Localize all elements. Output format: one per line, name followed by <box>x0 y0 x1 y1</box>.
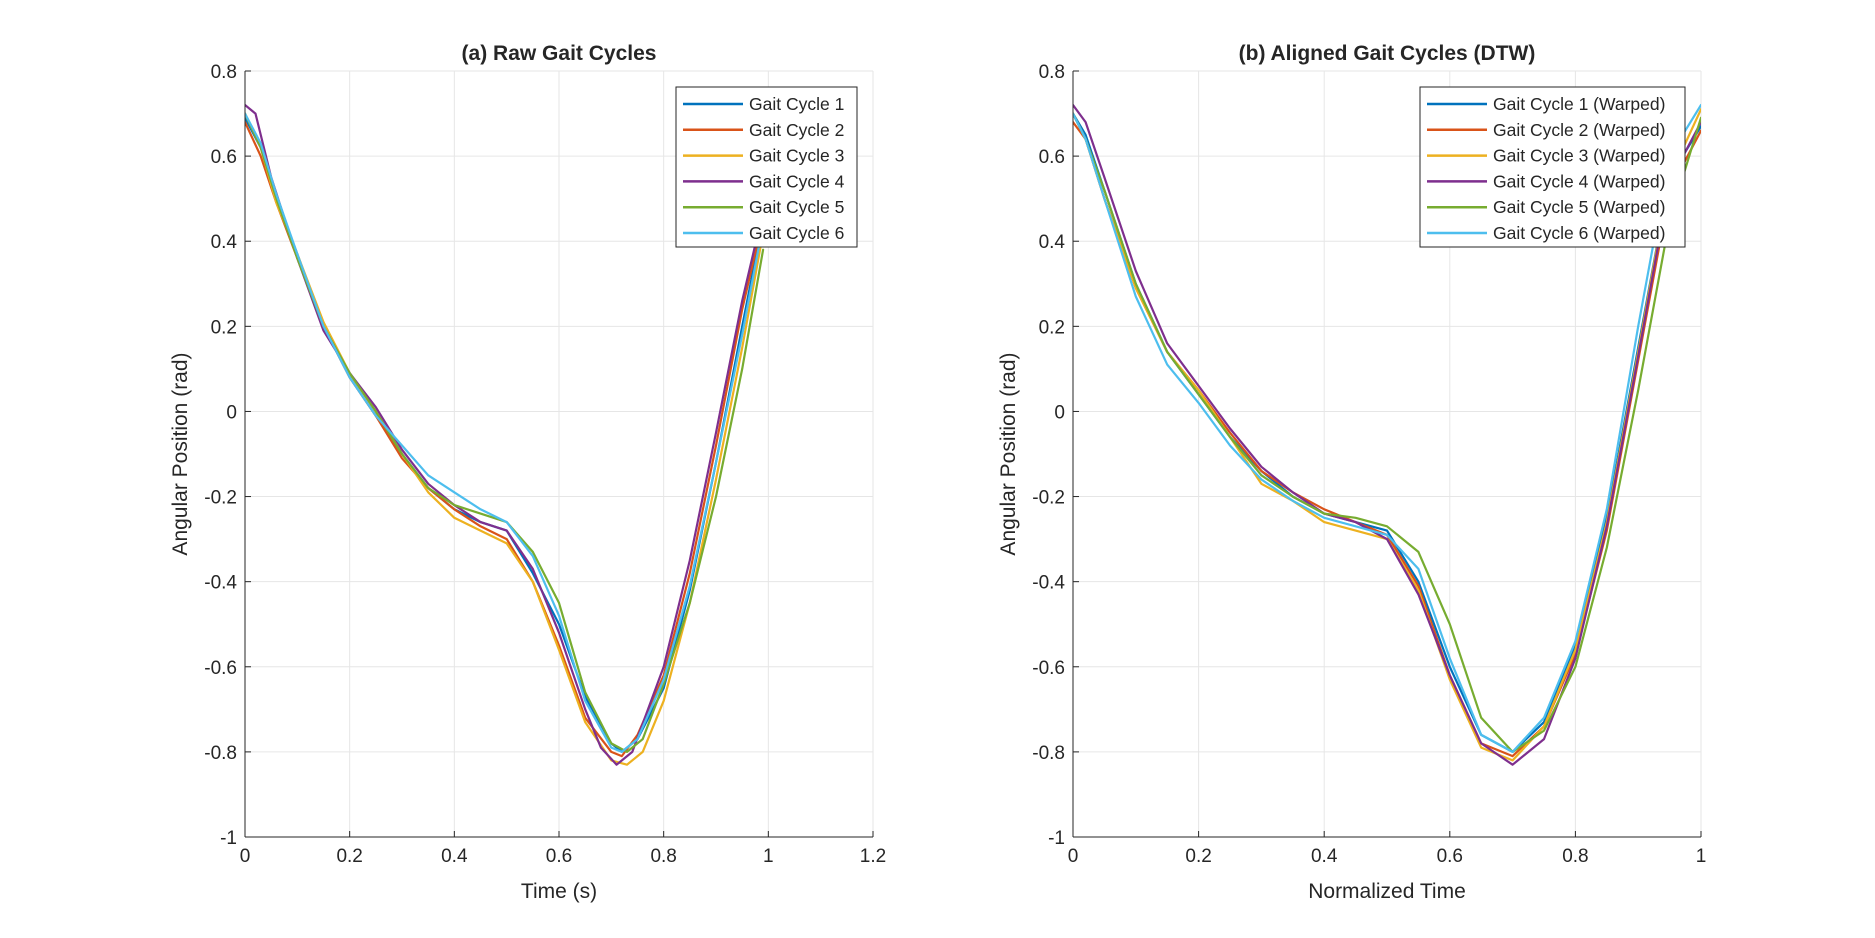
x-tick-label: 0.2 <box>336 846 362 867</box>
y-tick-label: 0.6 <box>211 147 237 168</box>
legend-label: Gait Cycle 1 <box>749 94 844 114</box>
x-tick-label: 0.6 <box>1437 846 1463 867</box>
x-tick-label: 0.4 <box>441 846 468 867</box>
y-tick-label: 0.8 <box>211 62 237 83</box>
x-axis-label: Time (s) <box>521 880 597 903</box>
chart-title: (a) Raw Gait Cycles <box>462 42 657 65</box>
x-tick-label: 0 <box>240 846 251 867</box>
x-tick-label: 0.4 <box>1311 846 1338 867</box>
legend: Gait Cycle 1 (Warped) Gait Cycle 2 (Warpe… <box>1419 86 1686 248</box>
x-tick-label: 0.8 <box>650 846 676 867</box>
y-tick-label: -0.6 <box>1032 658 1065 679</box>
x-tick-label: 1 <box>1696 846 1707 867</box>
y-tick-label: -1 <box>220 828 237 849</box>
series-line-6 <box>245 112 765 754</box>
legend-label: Gait Cycle 3 (Warped) <box>1493 146 1665 166</box>
legend-label: Gait Cycle 3 <box>749 146 844 166</box>
series-group <box>1073 103 1701 766</box>
legend-label: Gait Cycle 2 (Warped) <box>1493 120 1665 140</box>
y-tick-label: 0 <box>1054 402 1065 423</box>
chart-title: (b) Aligned Gait Cycles (DTW) <box>1239 42 1536 65</box>
y-tick-label: -0.6 <box>204 658 237 679</box>
chart-panel-1: 0 0.2 0.4 0.6 0.8 1 1.2 -1 -0.8 -0.6 -0.4 -0.2 0 0.2 0… <box>169 42 886 903</box>
y-tick-label: -0.8 <box>204 743 237 764</box>
y-axis-label: Angular Position (rad) <box>997 352 1020 555</box>
x-tick-label: 0.2 <box>1185 846 1211 867</box>
x-tick-label: 0 <box>1068 846 1079 867</box>
y-tick-label: 0.4 <box>1039 232 1066 253</box>
y-tick-label: -0.2 <box>1032 488 1065 509</box>
y-tick-label: 0.4 <box>211 232 238 253</box>
y-tick-label: -0.8 <box>1032 743 1065 764</box>
legend-label: Gait Cycle 5 (Warped) <box>1493 197 1665 217</box>
series-line-6 <box>1073 103 1701 754</box>
legend-label: Gait Cycle 4 (Warped) <box>1493 171 1665 191</box>
y-tick-label: -0.4 <box>204 573 237 594</box>
legend-label: Gait Cycle 6 (Warped) <box>1493 223 1665 243</box>
x-axis-label: Normalized Time <box>1308 880 1466 903</box>
chart-panel-2: 0 0.2 0.4 0.6 0.8 1 -1 -0.8 -0.6 -0.4 -0.2 0 0.2 0.4 0… <box>997 42 1706 903</box>
legend-box <box>1419 86 1686 248</box>
y-tick-label: -0.4 <box>1032 573 1065 594</box>
y-axis-label: Angular Position (rad) <box>169 352 192 555</box>
x-tick-label: 0.8 <box>1562 846 1588 867</box>
legend-label: Gait Cycle 4 <box>749 171 845 191</box>
legend-label: Gait Cycle 6 <box>749 223 844 243</box>
y-tick-label: -1 <box>1048 828 1065 849</box>
y-tick-label: 0.2 <box>1039 317 1065 338</box>
legend: Gait Cycle 1 Gait Cycle 2 Gait Cycle 3 Gait… <box>675 86 858 248</box>
y-tick-label: 0.8 <box>1039 62 1065 83</box>
series-line-5 <box>1073 112 1701 754</box>
y-tick-label: 0.6 <box>1039 147 1065 168</box>
y-tick-label: 0.2 <box>211 317 237 338</box>
y-tick-label: 0 <box>226 402 237 423</box>
series-group <box>245 103 765 766</box>
y-tick-label: -0.2 <box>204 488 237 509</box>
legend-label: Gait Cycle 2 <box>749 120 844 140</box>
legend-label: Gait Cycle 1 (Warped) <box>1493 94 1665 114</box>
legend-label: Gait Cycle 5 <box>749 197 844 217</box>
legend-box <box>675 86 858 248</box>
x-tick-label: 0.6 <box>546 846 572 867</box>
x-tick-label: 1 <box>763 846 774 867</box>
x-tick-label: 1.2 <box>860 846 886 867</box>
